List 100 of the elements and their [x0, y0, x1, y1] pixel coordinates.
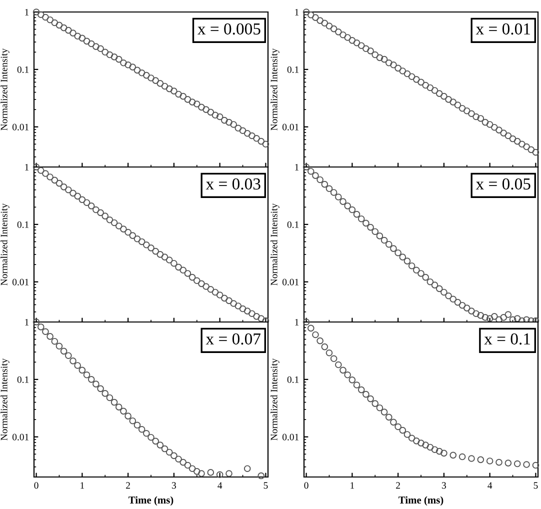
point — [166, 85, 173, 92]
point — [348, 206, 356, 214]
point — [184, 270, 192, 277]
x-tick-label: 1 — [350, 482, 354, 489]
point — [216, 471, 224, 478]
point — [504, 311, 512, 318]
point — [362, 45, 370, 52]
point — [458, 453, 466, 460]
point — [312, 331, 319, 338]
x-tick-label: 5 — [534, 482, 538, 489]
point — [348, 376, 356, 384]
point — [514, 138, 521, 145]
point — [234, 302, 242, 310]
point — [330, 355, 338, 362]
point — [230, 300, 237, 307]
point — [120, 226, 127, 232]
y-tick-label: 1 — [25, 164, 29, 170]
point — [88, 40, 95, 48]
y-tick-label: 0.01 — [282, 278, 299, 286]
point — [138, 70, 146, 76]
point — [422, 442, 429, 448]
point — [390, 245, 397, 252]
x-tick-label: 3 — [442, 482, 446, 489]
point — [110, 398, 118, 406]
point — [152, 248, 159, 255]
point — [399, 426, 406, 434]
point — [42, 328, 49, 336]
point — [431, 446, 438, 453]
y-tick-label: 1 — [25, 318, 29, 326]
point — [482, 118, 489, 126]
point — [234, 124, 242, 132]
point — [486, 121, 494, 128]
point — [148, 74, 154, 82]
point — [175, 90, 182, 98]
point — [129, 64, 136, 70]
point — [106, 216, 114, 224]
point — [175, 264, 182, 271]
point — [156, 251, 164, 258]
point — [102, 48, 109, 56]
point — [307, 324, 314, 332]
point — [458, 302, 466, 309]
point — [70, 30, 76, 36]
point — [340, 198, 346, 205]
point — [230, 121, 237, 128]
point — [207, 469, 214, 476]
point — [426, 84, 434, 92]
y-tick-label: 0.1 — [287, 376, 299, 383]
point — [161, 445, 168, 452]
point — [326, 185, 333, 192]
point — [454, 102, 462, 108]
point — [226, 297, 232, 304]
x-tick-label: 5 — [264, 482, 268, 489]
annotation: x = 0.1 — [484, 333, 530, 345]
point — [110, 219, 118, 226]
point — [188, 274, 196, 281]
point — [418, 78, 424, 86]
point — [458, 104, 466, 112]
point — [37, 11, 44, 18]
point — [380, 236, 388, 244]
x-axis-title: Time (ms) — [398, 496, 444, 506]
point — [115, 56, 122, 63]
point — [65, 186, 72, 194]
point — [504, 132, 512, 140]
point — [468, 455, 475, 462]
point — [450, 296, 457, 303]
point — [188, 465, 196, 472]
point — [321, 180, 328, 188]
y-tick-label: 1 — [295, 164, 299, 170]
point — [358, 386, 365, 394]
x-tick-label: 3 — [172, 482, 176, 489]
point — [46, 333, 54, 340]
point — [408, 262, 416, 270]
point — [170, 452, 178, 460]
point — [372, 400, 379, 407]
annotation: x = 0.07 — [206, 333, 260, 345]
point — [307, 168, 314, 175]
point — [394, 249, 402, 256]
point — [500, 314, 507, 321]
point — [216, 113, 224, 120]
point — [528, 146, 535, 154]
point — [253, 134, 260, 142]
point — [358, 42, 365, 49]
point — [440, 288, 448, 296]
y-tick-label: 0.1 — [17, 221, 29, 228]
point — [253, 313, 260, 320]
x-tick-label: 0 — [34, 482, 38, 489]
point — [463, 107, 470, 114]
point — [134, 235, 141, 242]
point — [193, 100, 200, 108]
y-tick-label: 1 — [25, 8, 29, 16]
point — [78, 34, 86, 42]
point — [431, 282, 438, 288]
x-tick-label: 4 — [218, 482, 222, 489]
point — [500, 130, 507, 136]
point — [198, 280, 205, 288]
point — [376, 54, 384, 62]
point — [504, 460, 512, 466]
point — [226, 118, 232, 126]
point — [129, 417, 136, 424]
point — [170, 88, 178, 94]
